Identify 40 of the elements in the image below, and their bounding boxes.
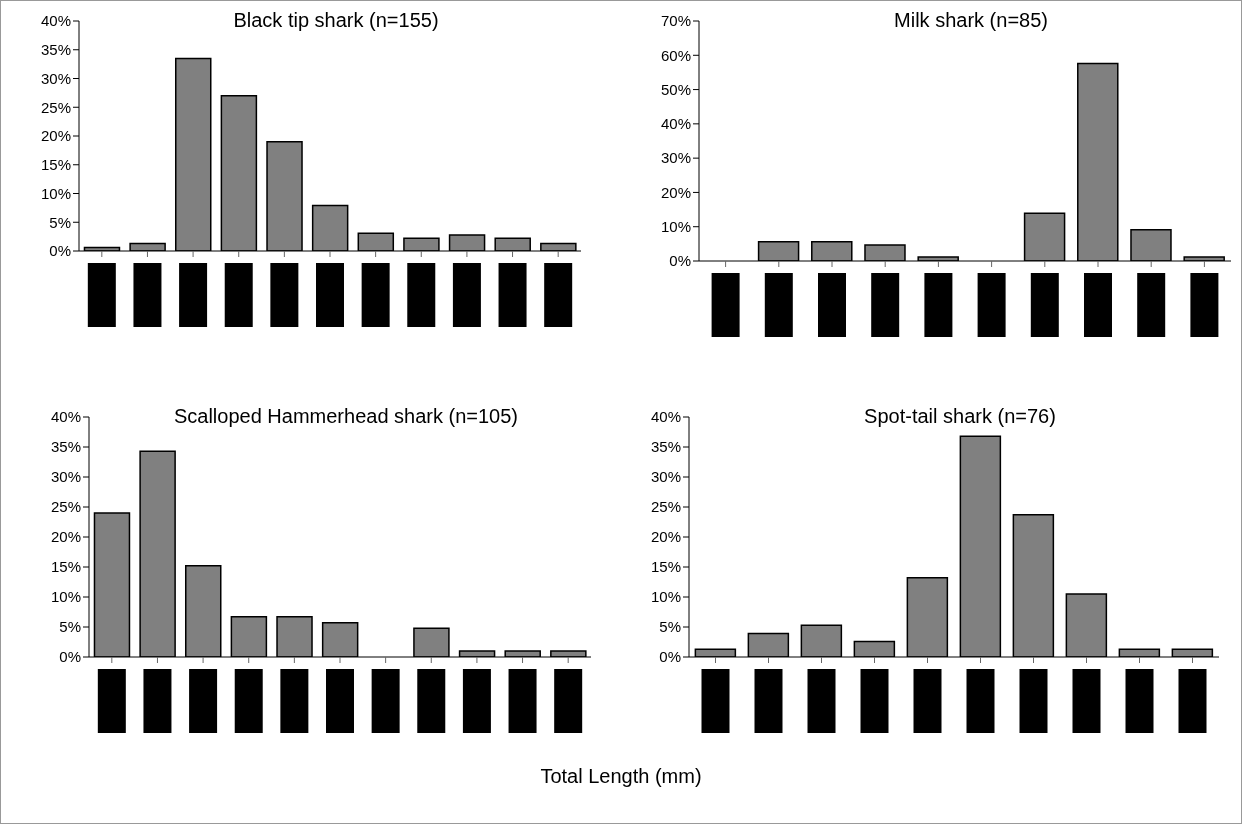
y-tick-label: 20% [660,183,691,201]
y-tick-label: 25% [40,98,71,116]
y-tick-label: 40% [50,408,81,426]
y-tick-label: 5% [49,213,71,231]
y-tick-label: 10% [40,184,71,202]
y-tick-label: 10% [650,588,681,606]
y-tick-label: 25% [50,498,81,516]
y-tick-label: 25% [650,498,681,516]
y-tick-label: 50% [660,80,691,98]
y-tick-label: 40% [40,12,71,30]
y-tick-label: 35% [650,438,681,456]
y-tick-label: 20% [50,528,81,546]
y-tick-label: 0% [59,648,81,666]
chart-title: Black tip shark (n=155) [232,9,440,31]
y-tick-label: 15% [40,156,71,174]
y-tick-label: 5% [59,618,81,636]
y-tick-label: 30% [40,69,71,87]
y-tick-label: 15% [650,558,681,576]
y-tick-label: 15% [50,558,81,576]
chart-title: Spot-tail shark (n=76) [863,405,1057,427]
x-axis-title: Total Length (mm) [539,765,703,788]
y-tick-label: 70% [660,12,691,30]
y-tick-label: 0% [659,648,681,666]
y-tick-label: 20% [40,127,71,145]
y-tick-label: 60% [660,46,691,64]
y-tick-label: 30% [50,468,81,486]
y-tick-label: 40% [650,408,681,426]
y-tick-label: 0% [669,252,691,270]
y-tick-label: 10% [660,218,691,236]
y-tick-label: 20% [650,528,681,546]
y-tick-label: 40% [660,115,691,133]
chart-title: Scalloped Hammerhead shark (n=105) [172,405,520,427]
y-tick-label: 0% [49,242,71,260]
y-tick-label: 5% [659,618,681,636]
y-tick-label: 10% [50,588,81,606]
y-tick-label: 30% [660,149,691,167]
y-tick-label: 30% [650,468,681,486]
y-tick-label: 35% [40,41,71,59]
chart-title: Milk shark (n=85) [893,9,1049,31]
y-tick-label: 35% [50,438,81,456]
